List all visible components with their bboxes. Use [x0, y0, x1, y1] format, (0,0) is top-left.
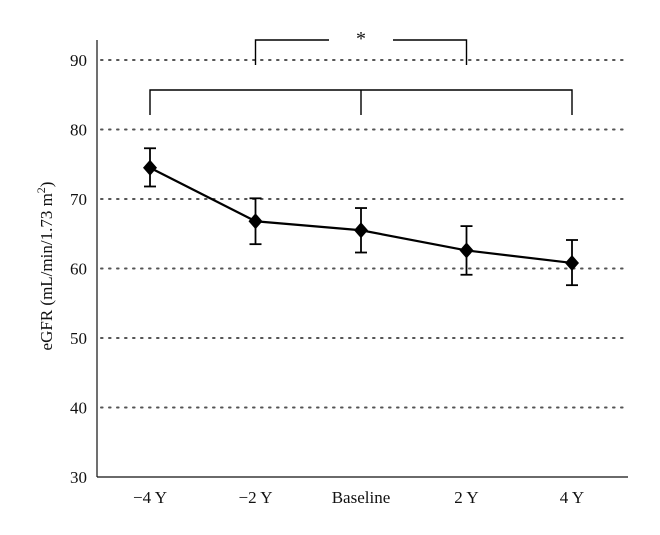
data-point-1: [248, 213, 263, 230]
significance-asterisk: *: [356, 28, 366, 50]
x-tick-labels: −4 Y −2 Y Baseline 2 Y 4 Y: [133, 488, 584, 507]
lower-bracket: [149, 89, 573, 115]
x-tick-label-1: −2 Y: [239, 488, 273, 507]
data-point-3: [459, 242, 474, 259]
y-tick-label-50: 50: [70, 329, 87, 348]
y-tick-label-30: 30: [70, 468, 87, 487]
y-tick-label-70: 70: [70, 190, 87, 209]
significance-brackets: *: [149, 28, 573, 115]
y-axis-label: eGFR (mL/min/1.73 m2): [34, 182, 56, 351]
data-point-0: [143, 159, 157, 176]
data-point-2: [354, 222, 368, 239]
y-tick-label-40: 40: [70, 399, 87, 418]
axes: [96, 40, 628, 478]
upper-bracket-left: [254, 39, 329, 65]
y-axis-label-close: ): [37, 182, 56, 188]
series-egfr: [143, 147, 579, 287]
y-tick-label-80: 80: [70, 121, 87, 140]
y-tick-label-90: 90: [70, 51, 87, 70]
x-tick-label-3: 2 Y: [454, 488, 478, 507]
x-tick-label-2: Baseline: [332, 488, 391, 507]
data-point-4: [565, 254, 579, 271]
y-axis-label-superscript: 2: [34, 187, 48, 193]
y-tick-labels: 30 40 50 60 70 80 90: [70, 51, 87, 487]
grid-lines: [100, 59, 629, 409]
x-tick-label-0: −4 Y: [133, 488, 167, 507]
x-tick-label-4: 4 Y: [560, 488, 584, 507]
y-tick-label-60: 60: [70, 260, 87, 279]
upper-bracket-right: [393, 39, 468, 65]
